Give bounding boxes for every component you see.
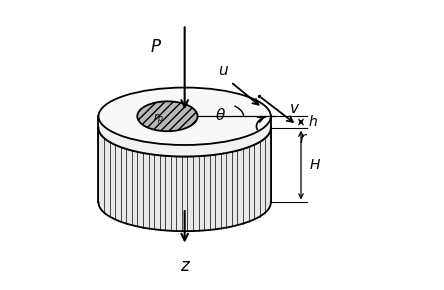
Text: u: u (218, 63, 228, 77)
Text: h: h (308, 115, 317, 129)
Text: r: r (300, 130, 306, 146)
Text: H: H (309, 158, 320, 172)
Text: P: P (151, 38, 161, 56)
Text: $\theta$: $\theta$ (215, 108, 226, 124)
Ellipse shape (137, 101, 198, 131)
Polygon shape (99, 116, 271, 157)
Ellipse shape (99, 88, 271, 145)
Ellipse shape (99, 99, 271, 157)
Text: $r_p$: $r_p$ (153, 111, 164, 127)
Polygon shape (99, 128, 271, 231)
Text: v: v (289, 101, 298, 116)
Text: z: z (180, 257, 189, 275)
